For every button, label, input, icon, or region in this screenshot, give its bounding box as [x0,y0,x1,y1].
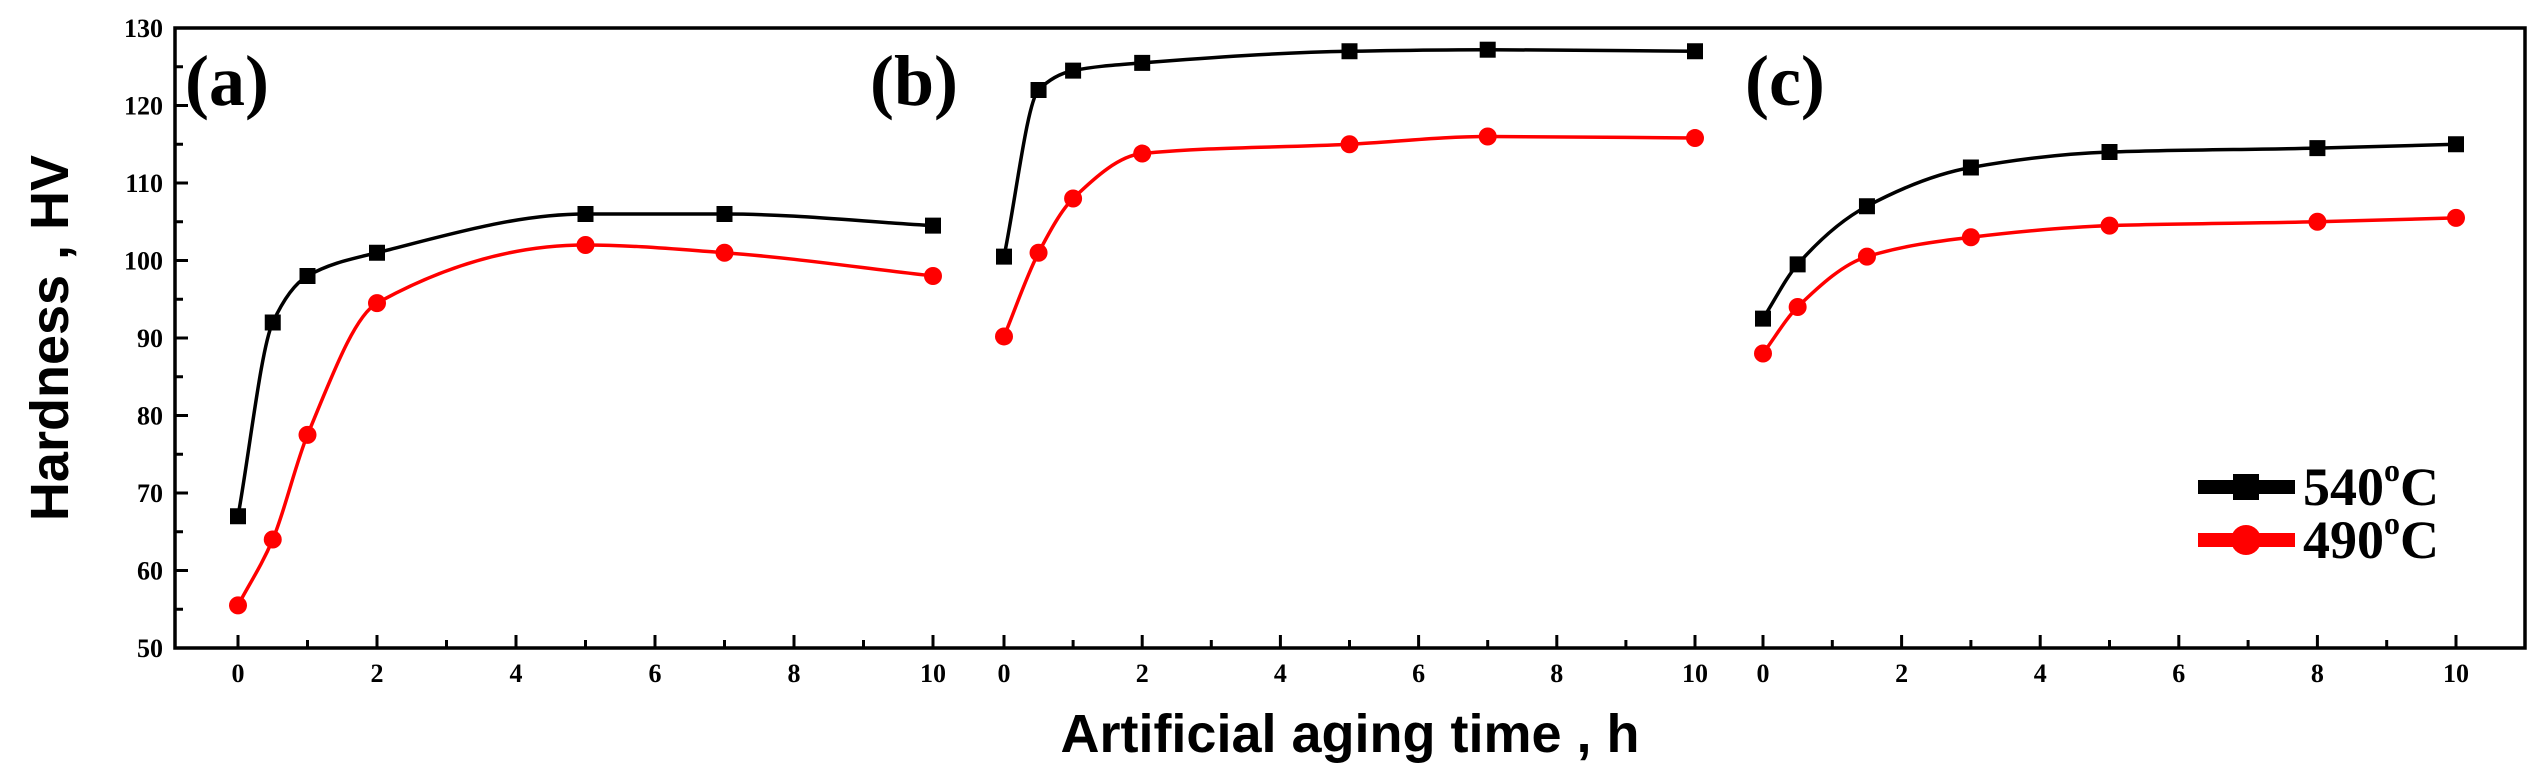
y-tick-label: 80 [137,402,163,431]
legend-marker-490 [2231,525,2261,555]
x-tick-label: 6 [649,659,662,688]
x-tick-label: 10 [2443,659,2469,688]
x-tick-label: 10 [920,659,946,688]
series-line-490 [1002,134,1696,338]
y-axis-title: Hardness , HV [20,155,80,521]
data-point [1478,127,1497,146]
data-point [1133,144,1152,163]
x-tick-label: 8 [2311,659,2324,688]
y-tick-label: 60 [137,557,163,586]
data-point [1754,344,1772,363]
data-point [2309,140,2326,157]
series-line-540 [236,212,934,517]
data-point [1687,43,1703,60]
panels: (a) (b) (c) [185,41,2465,615]
data-point [1134,54,1151,71]
series-line-490 [236,243,934,607]
data-point [1064,189,1083,208]
data-point [1030,82,1047,98]
data-point [2448,136,2464,153]
y-tick-label: 50 [137,634,163,663]
legend-label-540: 540oC [2303,452,2439,517]
data-point [1341,43,1358,60]
y-tick-label: 100 [124,247,163,276]
data-point [1857,247,1876,266]
panel-b: (b) [870,41,1704,346]
x-tick-label: 2 [1136,659,1149,688]
x-tick-label: 0 [232,659,245,688]
data-point [2101,144,2118,160]
y-tick-label: 130 [124,14,163,43]
x-tick-label: 8 [1550,659,1563,688]
plot-frame [173,26,2527,650]
data-point [924,267,942,285]
data-point [263,530,282,549]
data-point [229,596,247,615]
data-point [298,425,317,444]
panel-label: (a) [185,41,269,121]
x-tick-label: 4 [1274,659,1287,688]
data-point [716,206,733,222]
data-point [996,248,1012,265]
data-point [1755,310,1771,327]
legend-marker-540 [2233,474,2259,500]
data-point [368,294,386,313]
panel-c: (c) [1745,41,2465,363]
legend-entry-490: 490oC [2198,505,2439,570]
panel-label: (b) [870,41,958,121]
data-point [1479,41,1496,58]
data-point [1789,256,1806,273]
x-tick-label: 2 [371,659,384,688]
x-tick-label: 2 [1895,659,1908,688]
x-tick-label: 4 [2034,659,2047,688]
data-point [1962,159,1979,176]
x-tick-label: 0 [1757,659,1770,688]
data-point [2447,208,2465,227]
data-point [230,508,246,525]
data-point [576,236,595,254]
data-point [2100,216,2119,235]
x-tick-label: 0 [998,659,1011,688]
data-point [1029,243,1048,262]
x-axis-title: Artificial aging time , h [1060,704,1639,764]
data-point [1340,135,1359,154]
data-point [1065,62,1082,79]
y-tick-label: 70 [137,479,163,508]
data-point [264,314,281,331]
y-axis-ticks: 50 60 70 80 90 100 110 120 130 [124,14,188,663]
series-line-490 [1761,216,2457,355]
y-tick-label: 120 [124,92,163,121]
x-tick-label: 10 [1682,659,1708,688]
legend-label-490: 490oC [2303,505,2439,570]
panel-label: (c) [1745,41,1825,121]
legend-entry-540: 540oC [2198,452,2439,517]
x-tick-label: 8 [788,659,801,688]
legend: 540oC 490oC [2198,452,2439,570]
data-point [715,243,734,262]
x-tick-label: 4 [510,659,523,688]
data-point [1961,228,1980,247]
data-point [1686,129,1704,148]
data-point [1858,198,1875,215]
data-point [2308,212,2327,231]
data-point [299,268,316,284]
x-tick-label: 6 [2172,659,2185,688]
y-tick-label: 110 [125,169,163,198]
data-point [1788,298,1807,316]
panel-a: (a) [185,41,942,615]
x-axis-ticks: 0 2 4 6 8 10 0 2 4 6 8 10 0 2 4 6 8 10 [232,635,2469,688]
data-point [369,244,385,261]
x-tick-label: 6 [1412,659,1425,688]
data-point [925,217,941,234]
y-tick-label: 90 [137,324,163,353]
data-point [995,327,1013,346]
data-point [577,206,594,222]
